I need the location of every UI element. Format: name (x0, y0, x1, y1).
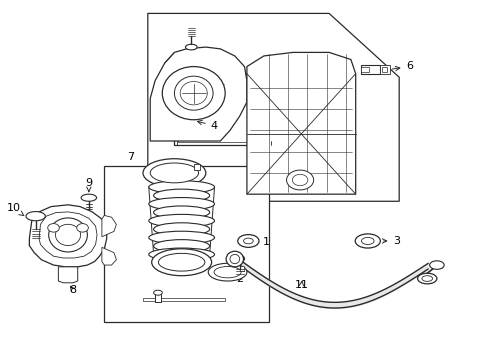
Polygon shape (379, 65, 389, 74)
Polygon shape (150, 47, 246, 141)
Polygon shape (58, 267, 78, 283)
Ellipse shape (361, 238, 373, 244)
Ellipse shape (49, 218, 87, 252)
Ellipse shape (158, 253, 204, 271)
Ellipse shape (292, 174, 307, 186)
Ellipse shape (229, 255, 239, 264)
Text: 1: 1 (262, 237, 269, 247)
Text: 3: 3 (382, 236, 400, 246)
Ellipse shape (77, 224, 88, 232)
Polygon shape (102, 247, 116, 265)
Ellipse shape (208, 263, 246, 281)
Bar (382, 67, 386, 72)
Ellipse shape (214, 266, 241, 278)
Ellipse shape (148, 248, 214, 261)
Ellipse shape (148, 215, 214, 227)
Ellipse shape (421, 276, 432, 282)
Ellipse shape (234, 255, 244, 262)
Ellipse shape (354, 234, 380, 248)
Ellipse shape (151, 249, 211, 276)
Ellipse shape (142, 159, 205, 187)
Polygon shape (142, 298, 224, 301)
Ellipse shape (180, 81, 207, 105)
Polygon shape (29, 205, 106, 267)
Polygon shape (102, 215, 116, 237)
Ellipse shape (153, 290, 162, 295)
Ellipse shape (148, 198, 214, 210)
Text: 4: 4 (197, 120, 217, 131)
Bar (155, 293, 161, 302)
Ellipse shape (237, 235, 259, 247)
Bar (360, 67, 368, 72)
Text: 8: 8 (69, 285, 76, 295)
Ellipse shape (55, 224, 81, 246)
Ellipse shape (286, 170, 313, 190)
Polygon shape (39, 212, 97, 258)
Ellipse shape (150, 163, 198, 183)
Ellipse shape (48, 224, 59, 232)
Text: 6: 6 (391, 62, 413, 71)
Bar (360, 65, 379, 74)
Ellipse shape (153, 206, 209, 219)
Ellipse shape (153, 223, 209, 235)
Ellipse shape (153, 189, 209, 202)
Ellipse shape (153, 240, 209, 252)
Text: 7: 7 (127, 152, 134, 162)
Ellipse shape (243, 238, 253, 244)
Ellipse shape (81, 194, 96, 201)
Ellipse shape (225, 251, 243, 267)
Polygon shape (246, 53, 355, 194)
Ellipse shape (185, 44, 197, 50)
Text: 9: 9 (85, 179, 92, 192)
Ellipse shape (162, 67, 224, 120)
Text: 11: 11 (294, 280, 308, 290)
Text: 5: 5 (202, 84, 224, 94)
Ellipse shape (148, 231, 214, 244)
Bar (104, 166, 268, 322)
Ellipse shape (429, 261, 443, 269)
Ellipse shape (417, 273, 436, 284)
Ellipse shape (148, 181, 214, 193)
Ellipse shape (26, 212, 45, 221)
Text: 2: 2 (236, 274, 243, 284)
Bar (178, 77, 266, 142)
Bar (174, 74, 270, 145)
Text: 10: 10 (7, 203, 24, 216)
Ellipse shape (174, 76, 213, 110)
Bar (239, 266, 244, 271)
Bar (193, 164, 199, 170)
